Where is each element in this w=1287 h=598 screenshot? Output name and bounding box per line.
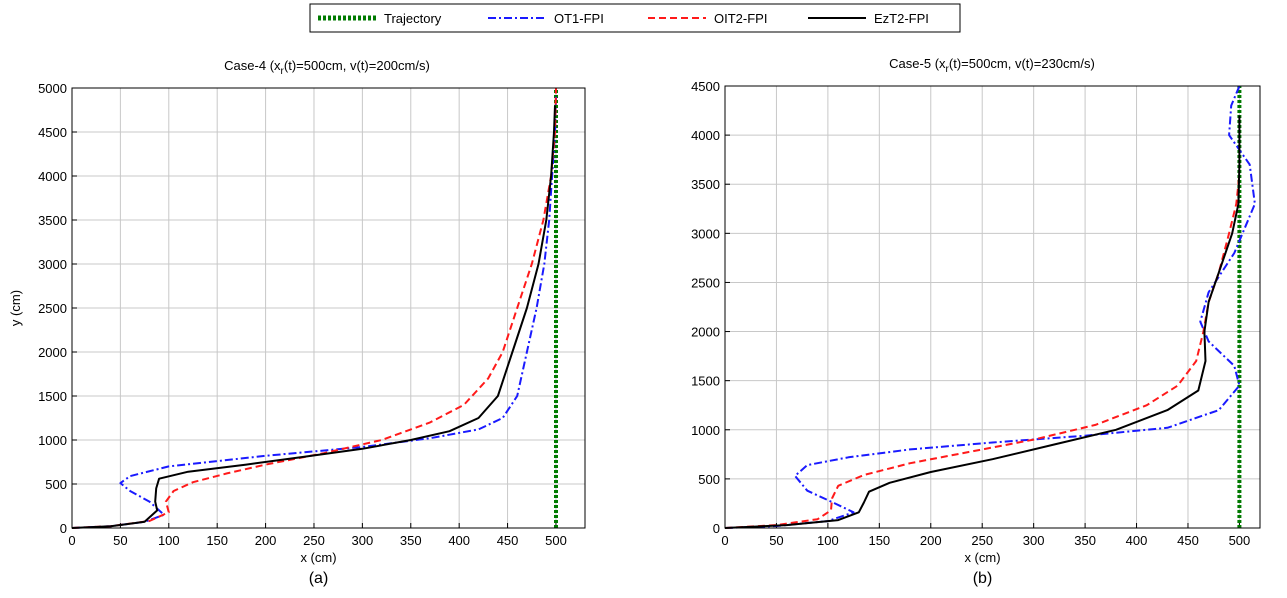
series-line-ezt2-fpi <box>71 105 556 529</box>
x-tick-label: 300 <box>1023 533 1045 548</box>
x-tick-label: 50 <box>113 533 127 548</box>
legend-label: OT1-FPI <box>554 11 604 26</box>
y-tick-label: 2000 <box>691 325 720 340</box>
y-tick-label: 1500 <box>691 374 720 389</box>
x-tick-label: 100 <box>817 533 839 548</box>
x-tick-label: 350 <box>400 533 422 548</box>
legend: Trajectory OT1-FPI OIT2-FPI EzT2-FPI <box>309 3 961 33</box>
x-tick-label: 250 <box>971 533 993 548</box>
x-tick-label: 400 <box>1126 533 1148 548</box>
x-tick-label: 150 <box>868 533 890 548</box>
y-tick-label: 500 <box>698 472 720 487</box>
legend-label: OIT2-FPI <box>714 11 767 26</box>
x-tick-label: 50 <box>769 533 783 548</box>
y-tick-label: 3500 <box>38 213 67 228</box>
legend-label: EzT2-FPI <box>874 11 929 26</box>
y-axis-label: y (cm) <box>8 290 23 326</box>
panel-label: (b) <box>973 570 993 587</box>
y-tick-label: 2500 <box>691 275 720 290</box>
x-tick-label: 400 <box>448 533 470 548</box>
panel-label: (a) <box>309 570 329 587</box>
y-tick-label: 500 <box>45 477 67 492</box>
x-tick-label: 200 <box>255 533 277 548</box>
chart-title-part: (t)=500cm, v(t)=200cm/s) <box>284 58 430 73</box>
y-tick-label: 1000 <box>691 423 720 438</box>
series-line-ot1-fpi <box>724 85 1256 529</box>
series-line-oit2-fpi <box>71 87 557 529</box>
chart-title-part: Case-4 (x <box>224 58 281 73</box>
y-tick-label: 0 <box>713 521 720 536</box>
y-tick-label: 4000 <box>691 128 720 143</box>
x-tick-label: 200 <box>920 533 942 548</box>
y-tick-label: 3500 <box>691 177 720 192</box>
x-tick-label: 350 <box>1074 533 1096 548</box>
x-tick-label: 0 <box>68 533 75 548</box>
plot-area <box>725 86 1260 528</box>
y-tick-label: 1500 <box>38 389 67 404</box>
y-tick-label: 1000 <box>38 433 67 448</box>
chart-title-sub: r <box>281 66 285 77</box>
y-tick-label: 2000 <box>38 345 67 360</box>
chart-title-sub: r <box>946 64 950 75</box>
series-line-ezt2-fpi <box>724 115 1241 529</box>
axes-frame <box>724 85 1261 529</box>
y-tick-label: 0 <box>60 521 67 536</box>
legend-label: Trajectory <box>384 11 442 26</box>
y-tick-label: 4500 <box>691 79 720 94</box>
chart-title: Case-5 (xr(t)=500cm, v(t)=230cm/s) <box>889 56 1095 75</box>
y-tick-label: 2500 <box>38 301 67 316</box>
y-tick-label: 4000 <box>38 169 67 184</box>
x-tick-label: 450 <box>1177 533 1199 548</box>
x-tick-label: 450 <box>497 533 519 548</box>
y-tick-label: 3000 <box>38 257 67 272</box>
chart-title-part: Case-5 (x <box>889 56 946 71</box>
x-axis-label: x (cm) <box>964 550 1000 565</box>
x-tick-label: 500 <box>1229 533 1251 548</box>
y-tick-label: 3000 <box>691 226 720 241</box>
y-tick-label: 4500 <box>38 125 67 140</box>
chart-panel-b: 0 50 100 150 200 250 300 350 400 450 500 0 500 1000 15… <box>691 56 1261 587</box>
axes-frame <box>71 87 586 529</box>
y-tick-label: 5000 <box>38 81 67 96</box>
chart-panel-a: 0 50 100 150 200 250 300 350 400 450 5000500100015… <box>8 58 586 587</box>
chart-title: Case-4 (xr(t)=500cm, v(t)=200cm/s) <box>224 58 430 77</box>
x-tick-label: 250 <box>303 533 325 548</box>
x-tick-label: 500 <box>545 533 567 548</box>
x-tick-label: 100 <box>158 533 180 548</box>
chart-title-part: (t)=500cm, v(t)=230cm/s) <box>949 56 1095 71</box>
x-tick-label: 0 <box>721 533 728 548</box>
x-axis-label: x (cm) <box>300 550 336 565</box>
x-tick-label: 150 <box>206 533 228 548</box>
x-tick-label: 300 <box>352 533 374 548</box>
